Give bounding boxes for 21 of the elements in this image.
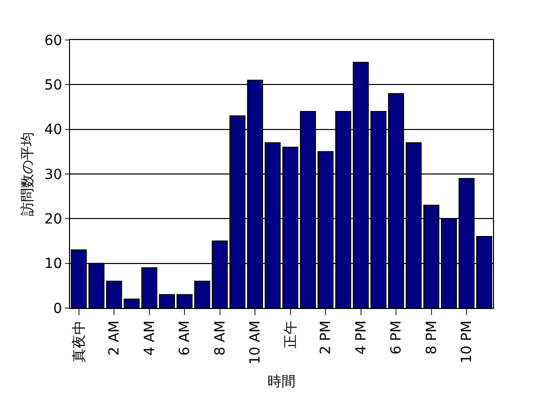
x-tick-label: 4 PM: [353, 320, 370, 354]
x-tick-label: 6 AM: [177, 320, 194, 356]
x-tick-label: 10 AM: [248, 320, 264, 365]
y-tick-label: 50: [44, 78, 62, 94]
x-tick-label: 10 PM: [459, 320, 476, 364]
y-tick-label: 20: [44, 212, 62, 228]
y-tick-label: 30: [44, 166, 62, 183]
x-tick-label: 8 PM: [424, 320, 440, 354]
x-tick-label: 4 AM: [142, 320, 158, 356]
x-tick-label: 2 PM: [318, 320, 334, 354]
x-axis-title: 時間: [268, 374, 296, 390]
y-axis-title: 訪問数の平均: [20, 132, 36, 216]
y-tick-label: 0: [53, 300, 62, 317]
x-tick-label: 8 AM: [212, 320, 228, 356]
x-tick-label: 真夜中: [71, 320, 88, 363]
x-tick-label: 正午: [282, 320, 299, 349]
x-tick-label: 2 AM: [106, 320, 123, 356]
y-tick-label: 60: [44, 32, 62, 49]
y-tick-label: 10: [44, 256, 62, 272]
x-tick-label: 6 PM: [388, 320, 405, 354]
y-tick-label: 40: [44, 122, 62, 138]
